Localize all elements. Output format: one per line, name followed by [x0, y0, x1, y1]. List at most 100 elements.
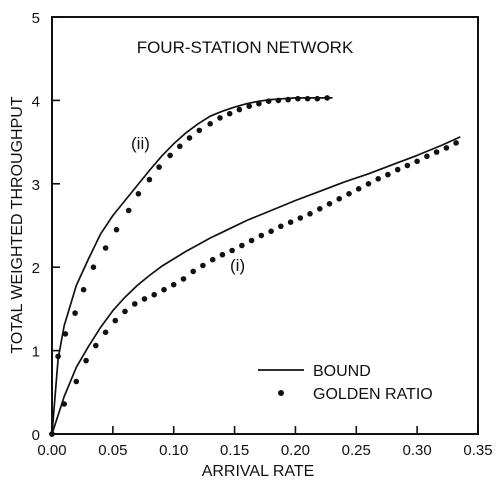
curve-i-golden-ratio-point	[161, 286, 167, 293]
curve-i-golden-ratio-point	[394, 166, 401, 173]
curve-ii-golden-ratio-point	[186, 135, 193, 141]
curve-i-golden-ratio-point	[287, 219, 294, 225]
curve-i-golden-ratio-point	[61, 401, 67, 407]
curve-ii-golden-ratio-point	[265, 98, 272, 104]
curve-i-golden-ratio-point	[278, 223, 284, 230]
curve-ii-golden-ratio-point	[146, 176, 153, 183]
x-tick-label: 0.25	[342, 442, 371, 459]
curve-ii-golden-ratio-point	[135, 191, 142, 197]
curve-i-golden-ratio-point	[414, 158, 420, 165]
curve-i-golden-ratio-point	[248, 237, 255, 244]
x-tick-label: 0.20	[281, 442, 310, 459]
curve-i-golden-ratio-point	[268, 228, 274, 235]
y-tick-label: 2	[32, 260, 40, 277]
curve-i-bound-line	[51, 136, 461, 435]
curve-i-golden-ratio-point	[433, 149, 440, 155]
curve-i-golden-ratio-point	[49, 431, 55, 437]
x-tick-label: 0.35	[463, 442, 492, 459]
curve-i-golden-ratio-point	[443, 145, 450, 151]
curve-i-golden-ratio-point	[83, 357, 89, 364]
curve-ii-golden-ratio-point	[256, 100, 262, 107]
curve-i-golden-ratio-point	[258, 232, 265, 239]
curve-i-golden-ratio-point	[141, 296, 148, 302]
curve-i-golden-ratio-point	[297, 215, 304, 221]
curve-ii-golden-ratio-point	[62, 331, 69, 337]
x-axis: 0.00 0.05 0.10 0.15 0.20 0.25 0.30 0.35	[37, 426, 493, 459]
x-tick-label: 0.10	[159, 442, 188, 459]
y-tick-label: 4	[32, 93, 40, 110]
curve-i-golden-ratio-point	[219, 251, 226, 258]
curve-i-golden-ratio-point	[132, 301, 138, 307]
plot-frame	[51, 16, 479, 435]
curve-i-golden-ratio-point	[151, 291, 157, 298]
curve-i-golden-ratio-point	[239, 242, 245, 249]
curve-ii-golden-ratio-point	[167, 152, 173, 159]
curve-i-golden-ratio-point	[73, 378, 80, 385]
legend-dot-marker	[278, 390, 284, 396]
curve-ii-golden-ratio-point	[217, 115, 223, 121]
curve-i-golden-ratio-point	[424, 153, 430, 160]
curve-ii-golden-ratio-point	[226, 110, 233, 117]
curve-ii-golden-ratio-point	[80, 286, 87, 293]
curve-ii-golden-ratio-point	[177, 143, 183, 150]
y-tick-label: 0	[32, 427, 40, 444]
curve-i-golden-ratio-point	[190, 268, 196, 275]
curve-label-i: (i)	[230, 256, 245, 275]
curve-i-golden-ratio-point	[170, 281, 177, 288]
curve-ii-golden-ratio-point	[295, 95, 301, 102]
curve-i-golden-ratio-point	[355, 186, 362, 192]
curve-i-golden-ratio-point	[112, 317, 119, 324]
curve-ii-golden-ratio-point	[246, 103, 252, 109]
curve-ii-golden-ratio-point	[156, 164, 162, 170]
x-tick-label: 0.00	[37, 442, 66, 459]
curve-i-golden-ratio-point	[385, 171, 391, 178]
x-axis-label: ARRIVAL RATE	[202, 463, 315, 480]
curve-i-golden-ratio-point	[346, 191, 352, 197]
curve-i-golden-ratio-point	[102, 329, 109, 336]
y-tick-label: 1	[32, 344, 40, 361]
curve-i-golden-ratio-point	[375, 176, 382, 182]
curve-ii-golden-ratio-point	[196, 127, 203, 134]
curve-ii-bound-line	[51, 97, 333, 435]
curve-i-golden-ratio-point	[453, 140, 459, 146]
curve-i-golden-ratio-point	[317, 206, 323, 212]
curve-i-golden-ratio-point	[365, 181, 372, 187]
y-axis: 0 1 2 3 4 5	[32, 10, 60, 444]
x-tick-label: 0.30	[403, 442, 432, 459]
curve-ii-golden-ratio-point	[285, 96, 291, 103]
y-axis-label: TOTAL WEIGHTED THROUGHPUT	[9, 96, 26, 353]
legend: BOUND GOLDEN RATIO	[258, 363, 433, 403]
curve-ii-golden-ratio-point	[72, 310, 78, 316]
curve-label-ii: (ii)	[131, 134, 150, 153]
curve-i-golden-ratio-point	[404, 162, 411, 169]
curve-ii-golden-ratio-point	[304, 95, 311, 102]
curve-ii-golden-ratio-point	[55, 353, 61, 360]
curve-i-golden-ratio-point	[229, 247, 235, 254]
curve-ii-golden-ratio-point	[314, 95, 321, 102]
curve-i-golden-ratio-point	[336, 196, 343, 202]
curve-ii-golden-ratio-point	[324, 95, 330, 101]
curve-i-golden-ratio-point	[307, 211, 313, 217]
curve-ii-golden-ratio-point	[207, 121, 213, 127]
series-layer	[49, 95, 461, 437]
curve-ii-golden-ratio-point	[113, 226, 120, 233]
legend-golden-ratio-label: GOLDEN RATIO	[313, 386, 433, 403]
x-tick-label: 0.05	[98, 442, 127, 459]
curve-ii-golden-ratio-point	[90, 264, 97, 271]
legend-bound-label: BOUND	[313, 363, 371, 380]
curve-i-golden-ratio-point	[209, 256, 216, 263]
curve-ii-golden-ratio-point	[236, 106, 243, 113]
curve-i-golden-ratio-point	[122, 308, 128, 315]
curve-i-golden-ratio-point	[93, 342, 99, 349]
y-tick-label: 5	[32, 10, 40, 27]
curve-ii-golden-ratio-point	[275, 97, 282, 104]
y-tick-label: 3	[32, 177, 40, 194]
curve-ii-golden-ratio-point	[102, 245, 109, 251]
chart-title: FOUR-STATION NETWORK	[137, 38, 354, 57]
curve-i-golden-ratio-point	[180, 276, 187, 282]
x-tick-label: 0.15	[220, 442, 249, 459]
curve-i-golden-ratio-point	[326, 201, 333, 207]
curve-ii-golden-ratio-point	[125, 207, 132, 214]
